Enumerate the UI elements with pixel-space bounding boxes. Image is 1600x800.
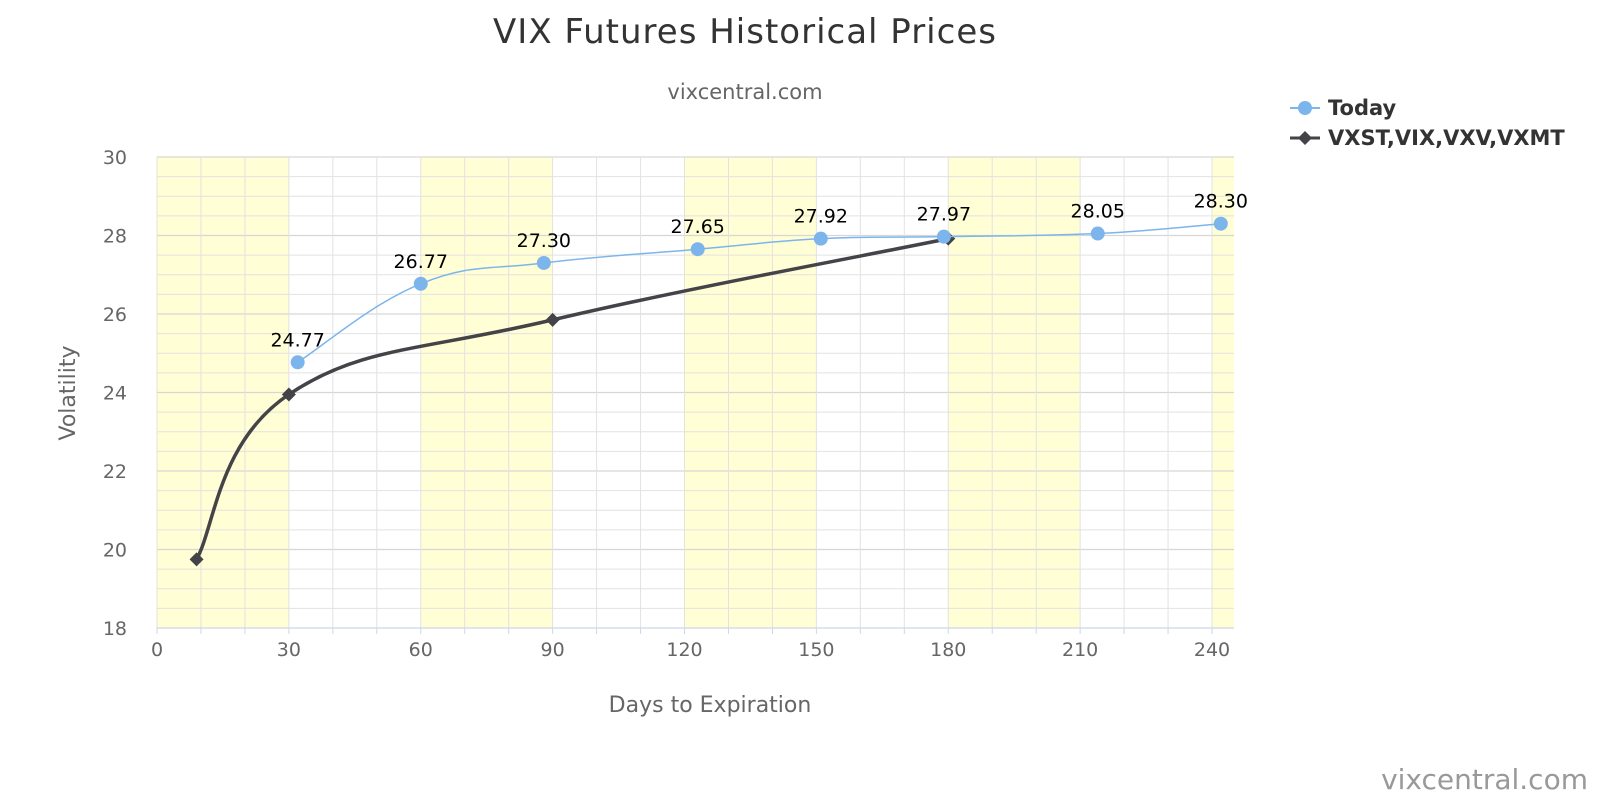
data-label: 28.30 <box>1194 191 1248 213</box>
x-tick-label: 90 <box>541 639 565 661</box>
x-tick-label: 180 <box>930 639 966 661</box>
diamond-marker-icon <box>1290 131 1320 145</box>
grid-lines <box>156 156 1234 629</box>
data-point-marker <box>189 552 204 567</box>
data-point-marker <box>936 229 951 244</box>
data-label: 27.65 <box>670 216 724 238</box>
data-labels: 24.77 26.77 27.30 27.65 27.92 27.97 28.05 28.30 <box>270 191 1248 352</box>
data-point-marker <box>290 355 305 370</box>
series-group <box>189 216 1228 567</box>
data-label: 24.77 <box>270 329 324 351</box>
circle-marker-icon <box>1290 101 1320 115</box>
axes: 0 30 60 90 120 150 180 210 240 18 20 22 24 26 28 30 <box>103 147 1234 661</box>
data-point-marker <box>281 387 296 402</box>
data-label: 27.97 <box>917 204 971 226</box>
x-tick-label: 0 <box>151 639 163 661</box>
x-tick-label: 150 <box>798 639 834 661</box>
x-tick-label: 30 <box>277 639 301 661</box>
data-label: 27.92 <box>794 206 848 228</box>
legend-item-vix-indices[interactable]: VXST,VIX,VXV,VXMT <box>1290 123 1565 153</box>
y-axis-title: Volatility <box>56 345 81 440</box>
legend-item-today[interactable]: Today <box>1290 93 1565 123</box>
x-tick-label: 210 <box>1062 639 1098 661</box>
y-tick-label: 26 <box>103 304 127 326</box>
y-tick-label: 20 <box>103 540 127 562</box>
x-axis-title: Days to Expiration <box>609 693 812 718</box>
x-tick-label: 120 <box>666 639 702 661</box>
data-point-marker <box>545 312 560 327</box>
chart-credit[interactable]: vixcentral.com <box>1381 763 1588 796</box>
chart-legend: Today VXST,VIX,VXV,VXMT <box>1290 93 1565 153</box>
legend-label: VXST,VIX,VXV,VXMT <box>1328 126 1565 150</box>
data-label: 28.05 <box>1071 201 1125 223</box>
series-line-vix-indices <box>195 236 949 561</box>
series-line-today <box>297 222 1221 363</box>
legend-label: Today <box>1328 96 1397 120</box>
y-tick-label: 22 <box>103 461 127 483</box>
data-label: 27.30 <box>517 230 571 252</box>
y-tick-label: 28 <box>103 226 127 248</box>
data-label: 26.77 <box>394 251 448 273</box>
data-point-marker <box>690 242 705 257</box>
data-point-marker <box>536 255 551 270</box>
chart-title: VIX Futures Historical Prices <box>493 12 997 52</box>
chart-subtitle: vixcentral.com <box>667 80 823 104</box>
data-point-marker <box>1213 216 1228 231</box>
data-point-marker <box>413 276 428 291</box>
y-tick-label: 18 <box>103 618 127 640</box>
data-point-marker <box>813 231 828 246</box>
data-point-marker <box>1090 226 1105 241</box>
x-tick-label: 60 <box>409 639 433 661</box>
y-tick-label: 24 <box>103 383 127 405</box>
x-tick-label: 240 <box>1194 639 1230 661</box>
y-tick-label: 30 <box>103 147 127 169</box>
